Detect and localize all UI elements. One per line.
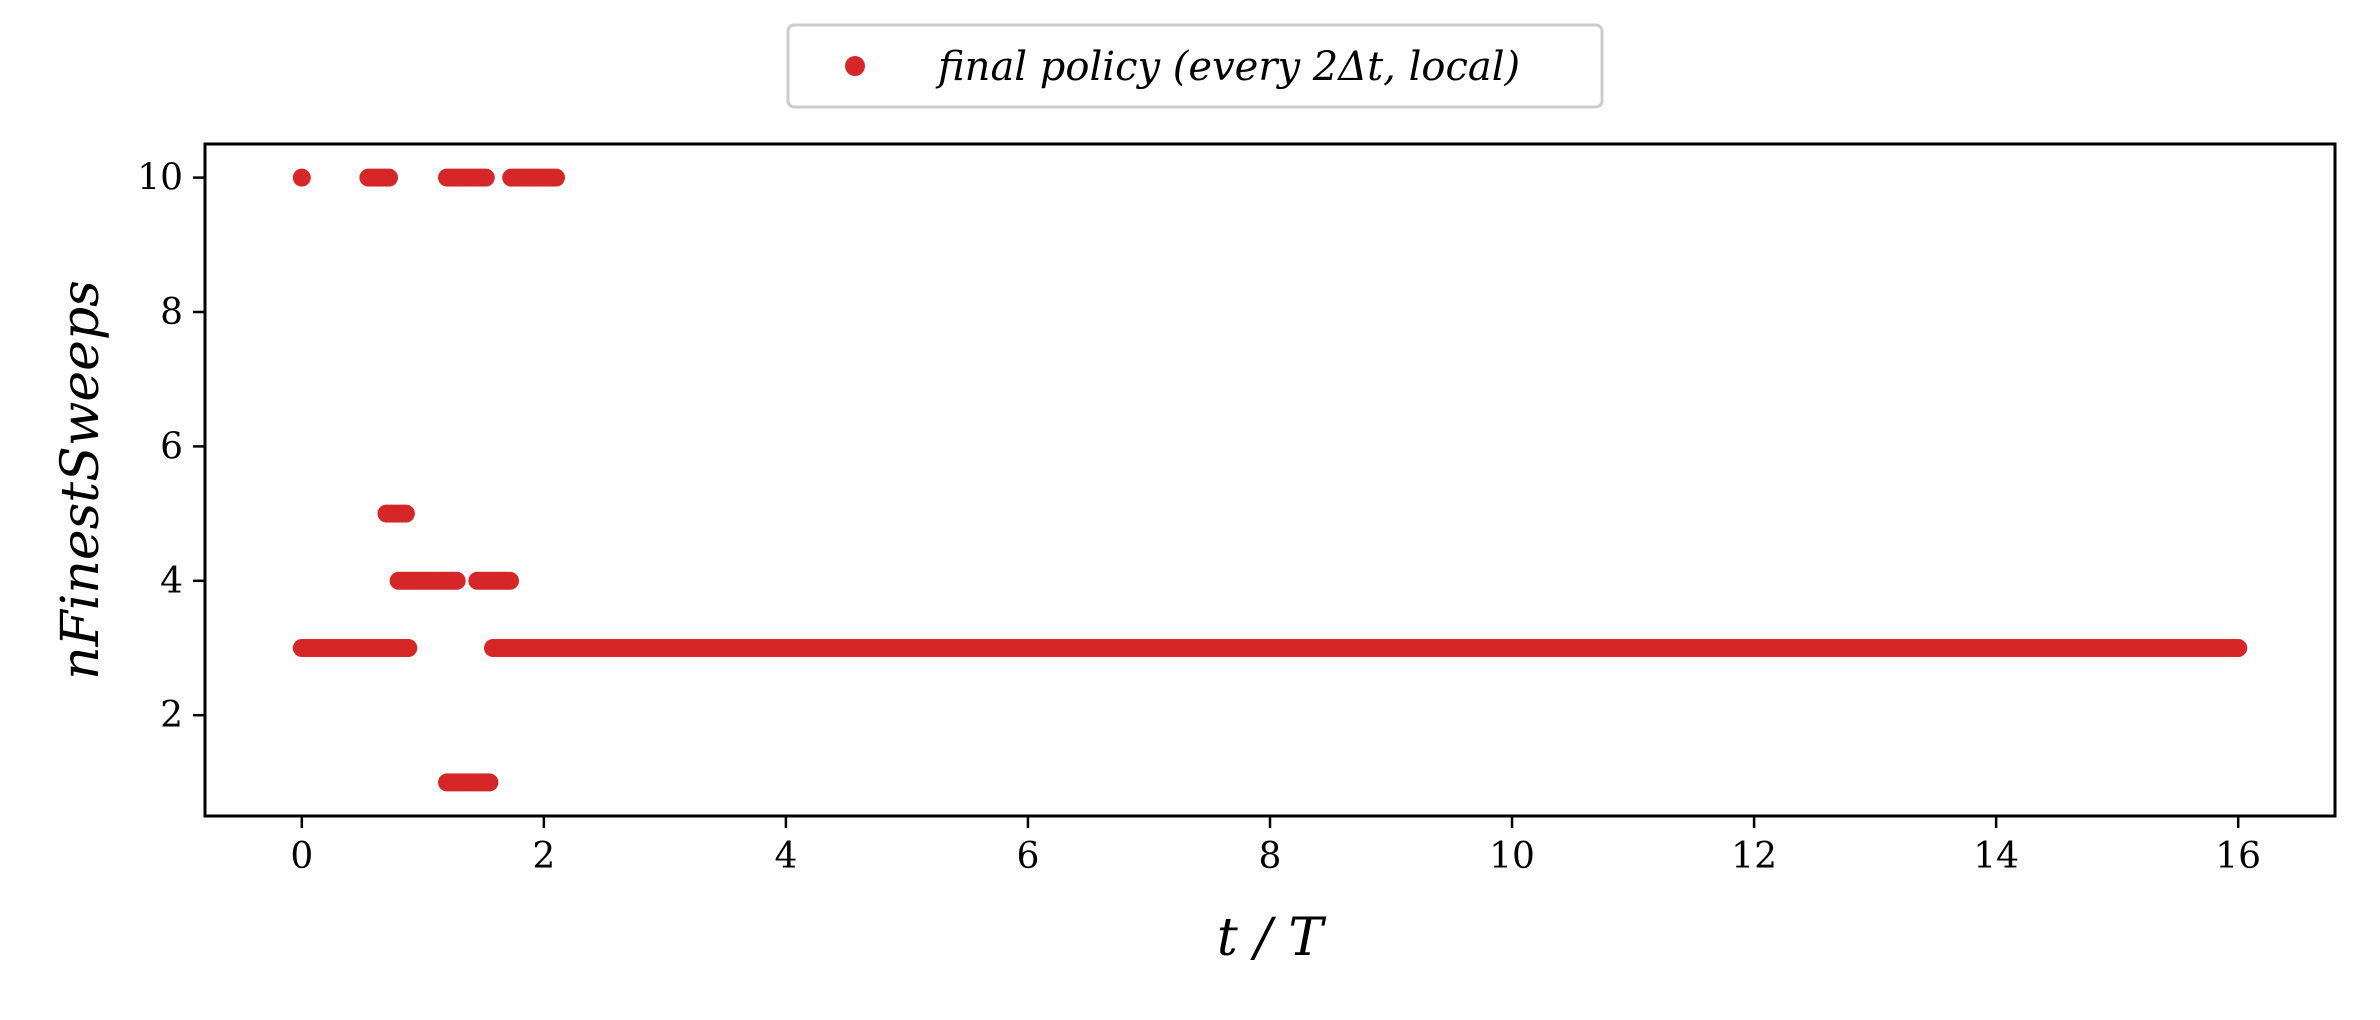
data-point bbox=[480, 773, 499, 792]
legend-marker bbox=[845, 56, 865, 76]
x-tick-label: 2 bbox=[532, 836, 555, 877]
x-axis-label: t / T bbox=[1217, 908, 1326, 968]
data-point bbox=[292, 168, 311, 187]
y-tick-label: 6 bbox=[160, 426, 183, 467]
data-point bbox=[547, 168, 565, 187]
axis-ticks: 0 2 4 6 8 10 12 14 16 2 4 6 8 10 bbox=[137, 158, 2261, 877]
data-points bbox=[292, 168, 2248, 792]
x-tick-label: 0 bbox=[290, 836, 313, 877]
data-point bbox=[396, 504, 415, 523]
x-tick-label: 8 bbox=[1259, 836, 1282, 877]
data-point bbox=[380, 168, 398, 187]
y-tick-label: 10 bbox=[137, 158, 183, 199]
y-tick-label: 4 bbox=[160, 561, 183, 602]
x-tick-label: 14 bbox=[1973, 836, 2019, 877]
y-tick-label: 2 bbox=[160, 695, 183, 736]
legend-frame bbox=[786, 23, 1604, 109]
data-point bbox=[399, 639, 418, 657]
plot-frame bbox=[203, 142, 2337, 818]
data-point bbox=[501, 571, 519, 590]
y-tick-label: 8 bbox=[160, 292, 183, 333]
x-tick-label: 10 bbox=[1489, 836, 1535, 877]
data-point bbox=[2229, 639, 2248, 657]
x-tick-label: 16 bbox=[2215, 836, 2261, 877]
x-tick-label: 12 bbox=[1731, 836, 1777, 877]
y-axis-label: nFinestSweeps bbox=[51, 280, 111, 680]
legend-label: final policy (every 2Δt, local) bbox=[935, 44, 1520, 90]
x-tick-label: 6 bbox=[1017, 836, 1040, 877]
data-point bbox=[447, 571, 466, 590]
data-point bbox=[476, 168, 495, 187]
legend: final policy (every 2Δt, local) bbox=[786, 23, 1604, 109]
x-tick-label: 4 bbox=[774, 836, 797, 877]
